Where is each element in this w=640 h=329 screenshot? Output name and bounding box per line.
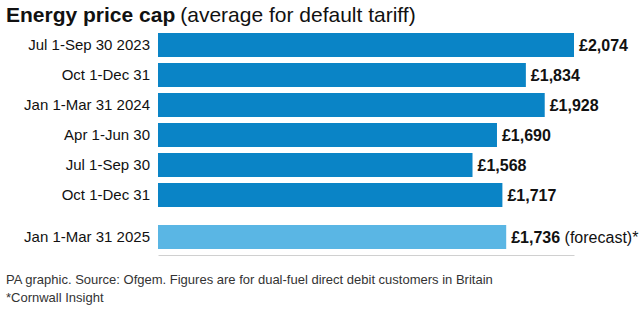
annotation: *Cornwall Insight: [6, 290, 104, 305]
category-label: Jan 1-Mar 31 2025: [24, 228, 150, 245]
category-label: Jul 1-Sep 30 2023: [28, 36, 150, 53]
subtitle: (average for default tariff): [180, 3, 415, 26]
bar: [158, 93, 545, 117]
data-label: £1,834: [531, 67, 580, 84]
data-label: £2,074: [579, 37, 628, 54]
bar: [158, 225, 506, 249]
data-label: £1,690: [502, 127, 551, 144]
data-label: £1,568: [478, 157, 527, 174]
category-label: Apr 1-Jun 30: [64, 126, 150, 143]
data-label: £1,736 (forecast)*: [511, 229, 638, 246]
data-label: £1,928: [550, 97, 599, 114]
title: Energy price cap: [6, 3, 175, 26]
category-labels: Jul 1-Sep 30 2023 Oct 1-Dec 31 Jan 1-Mar 3…: [24, 36, 150, 245]
x-axis-line: [159, 255, 575, 256]
bar: [158, 63, 526, 87]
bars: [158, 33, 574, 249]
x-axis: [159, 255, 575, 256]
category-label: Jul 1-Sep 30: [66, 156, 150, 173]
category-label: Oct 1-Dec 31: [62, 186, 150, 203]
data-label: £1,717: [507, 187, 556, 204]
chart: Energy price cap(average for default tar…: [0, 0, 640, 329]
bar: [158, 33, 574, 57]
category-label: Jan 1-Mar 31 2024: [24, 96, 150, 113]
footer: PA graphic. Source: Ofgem. Figures are f…: [6, 272, 493, 305]
bar: [158, 153, 473, 177]
data-labels: £2,074 £1,834 £1,928 £1,690 £1,568 £1,717 £1,7…: [478, 37, 639, 246]
annotation: PA graphic. Source: Ofgem. Figures are f…: [6, 272, 493, 287]
bar: [158, 183, 502, 207]
category-label: Oct 1-Dec 31: [62, 66, 150, 83]
bar: [158, 123, 497, 147]
